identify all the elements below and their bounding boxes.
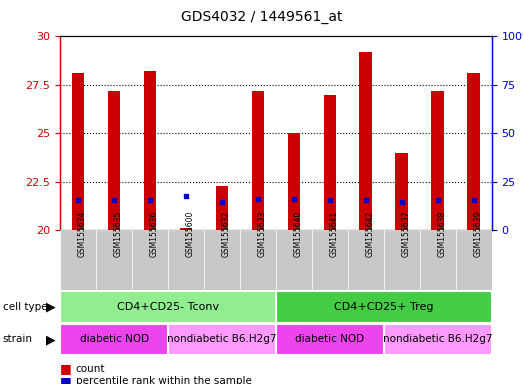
Text: nondiabetic B6.H2g7: nondiabetic B6.H2g7 [167, 334, 277, 344]
Text: ▶: ▶ [46, 333, 55, 346]
Text: cell type: cell type [3, 302, 47, 312]
Text: nondiabetic B6.H2g7: nondiabetic B6.H2g7 [383, 334, 493, 344]
FancyBboxPatch shape [60, 291, 276, 323]
Bar [72, 73, 84, 230]
Text: GSM155600: GSM155600 [186, 210, 195, 257]
Text: GSM155640: GSM155640 [294, 210, 303, 257]
FancyBboxPatch shape [240, 230, 276, 290]
Text: CD4+CD25+ Treg: CD4+CD25+ Treg [334, 302, 434, 312]
Text: count: count [76, 364, 105, 374]
Bar [288, 134, 300, 230]
Text: GDS4032 / 1449561_at: GDS4032 / 1449561_at [181, 10, 342, 23]
FancyBboxPatch shape [168, 230, 204, 290]
FancyBboxPatch shape [132, 230, 168, 290]
Text: ▶: ▶ [46, 300, 55, 313]
FancyBboxPatch shape [456, 230, 492, 290]
Text: diabetic NOD: diabetic NOD [79, 334, 149, 344]
Text: GSM155635: GSM155635 [114, 210, 123, 257]
Bar [180, 228, 192, 230]
Text: ■: ■ [60, 362, 72, 375]
Bar [108, 91, 120, 230]
Text: GSM155642: GSM155642 [366, 210, 375, 257]
FancyBboxPatch shape [419, 230, 456, 290]
Text: CD4+CD25- Tconv: CD4+CD25- Tconv [117, 302, 219, 312]
Bar [144, 71, 156, 230]
FancyBboxPatch shape [168, 324, 276, 355]
FancyBboxPatch shape [60, 324, 168, 355]
FancyBboxPatch shape [348, 230, 384, 290]
Text: GSM155633: GSM155633 [258, 210, 267, 257]
Text: GSM155634: GSM155634 [78, 210, 87, 257]
FancyBboxPatch shape [96, 230, 132, 290]
FancyBboxPatch shape [312, 230, 348, 290]
FancyBboxPatch shape [204, 230, 240, 290]
Text: strain: strain [3, 334, 32, 344]
Bar [215, 186, 228, 230]
Text: GSM155641: GSM155641 [330, 210, 339, 257]
Text: GSM155639: GSM155639 [474, 210, 483, 257]
Text: GSM155638: GSM155638 [438, 210, 447, 257]
FancyBboxPatch shape [276, 324, 384, 355]
Text: diabetic NOD: diabetic NOD [295, 334, 365, 344]
FancyBboxPatch shape [276, 291, 492, 323]
Bar [359, 52, 372, 230]
Text: percentile rank within the sample: percentile rank within the sample [76, 376, 252, 384]
Text: ■: ■ [60, 375, 72, 384]
Bar [431, 91, 444, 230]
Bar [252, 91, 264, 230]
FancyBboxPatch shape [384, 324, 492, 355]
Text: GSM155636: GSM155636 [150, 210, 159, 257]
FancyBboxPatch shape [276, 230, 312, 290]
Bar [468, 73, 480, 230]
FancyBboxPatch shape [384, 230, 419, 290]
Text: GSM155637: GSM155637 [402, 210, 411, 257]
Bar [395, 153, 408, 230]
Bar [324, 95, 336, 230]
FancyBboxPatch shape [60, 230, 96, 290]
Text: GSM155632: GSM155632 [222, 210, 231, 257]
